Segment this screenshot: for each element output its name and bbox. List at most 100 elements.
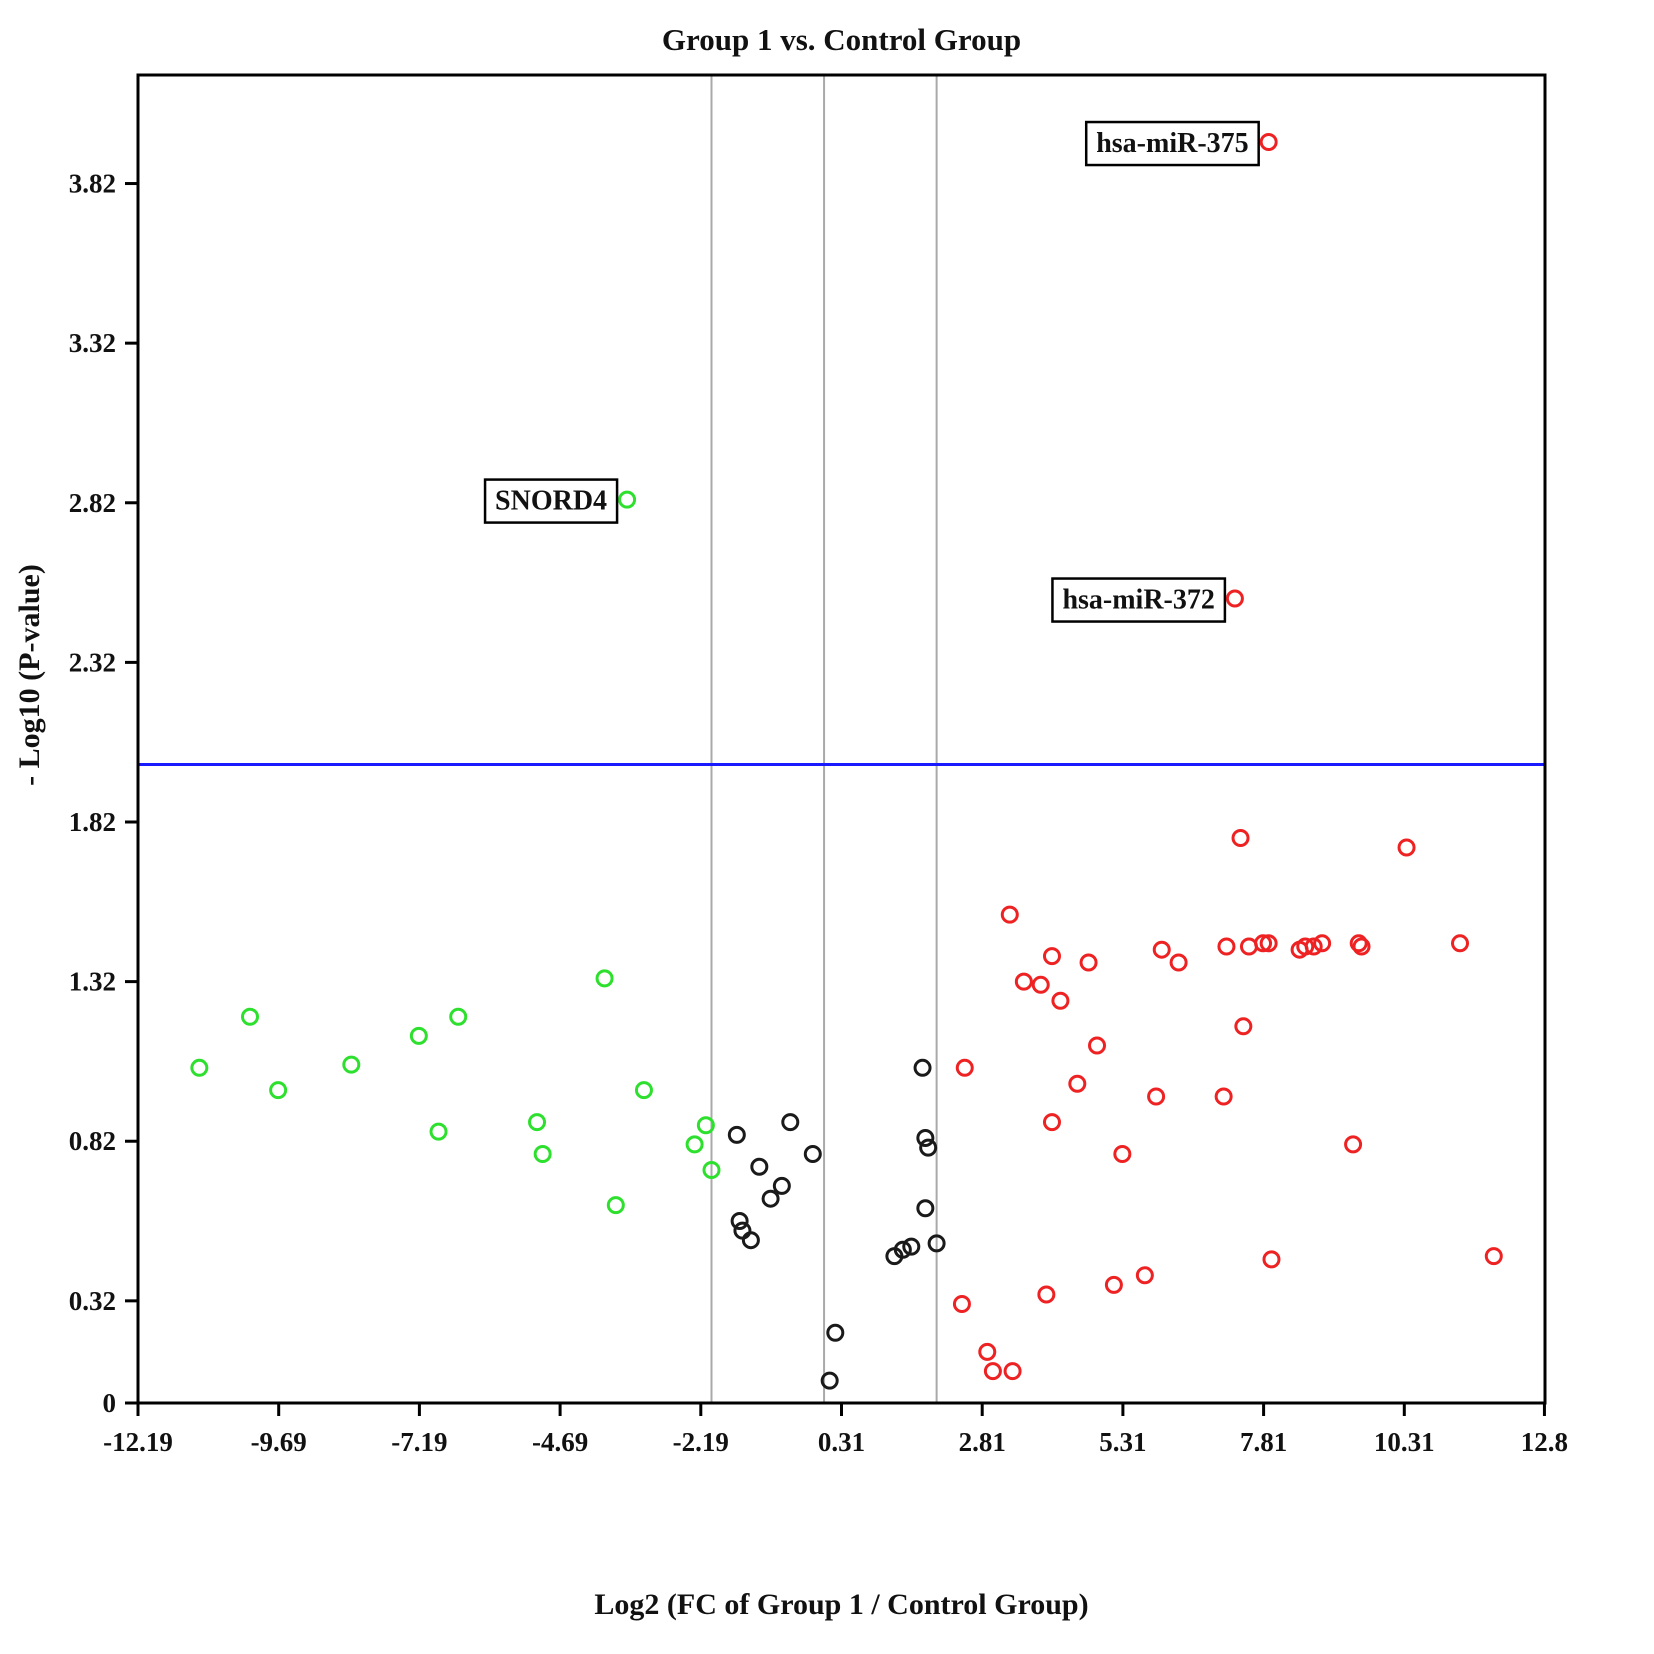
y-tick-label: 1.82	[69, 807, 116, 837]
upregulated-point	[1000, 905, 1019, 924]
upregulated-point	[1262, 1250, 1281, 1269]
upregulated-point	[1217, 937, 1236, 956]
upregulated-point	[1239, 937, 1258, 956]
upregulated-point	[1304, 937, 1323, 956]
y-tick-label: 0.82	[69, 1126, 116, 1156]
upregulated-point	[952, 1295, 971, 1314]
y-tick-label: 3.32	[69, 328, 116, 358]
upregulated-point	[1051, 991, 1070, 1010]
x-tick-label: 7.81	[1240, 1427, 1287, 1457]
not-significant-point	[803, 1145, 822, 1163]
not-significant-point	[727, 1125, 746, 1144]
not-significant-point	[893, 1240, 912, 1259]
x-tick-label: 0.31	[818, 1427, 865, 1457]
not-significant-point	[902, 1237, 921, 1256]
annotation-box	[1084, 120, 1260, 167]
upregulated-point	[955, 1058, 974, 1077]
chart-title: Group 1 vs. Control Group	[661, 22, 1022, 57]
upregulated-point	[983, 1362, 1002, 1381]
y-tick-label: 2.82	[69, 488, 116, 518]
downregulated-point	[528, 1113, 547, 1132]
upregulated-point	[1349, 934, 1368, 953]
upregulated-point	[1135, 1266, 1154, 1285]
upregulated-point	[978, 1342, 997, 1361]
downregulated-point	[696, 1116, 715, 1135]
upregulated-point	[1296, 937, 1315, 956]
downregulated-point	[634, 1081, 653, 1100]
not-significant-point	[913, 1058, 932, 1077]
downregulated-point	[342, 1055, 361, 1074]
downregulated-point	[190, 1058, 209, 1077]
downregulated-point	[702, 1160, 721, 1179]
x-tick-label: -2.19	[673, 1427, 729, 1457]
x-tick-label: -9.69	[251, 1427, 307, 1457]
not-significant-point	[919, 1138, 938, 1157]
annotation-box	[483, 478, 619, 524]
upregulated-point	[1169, 953, 1188, 972]
annotation-label: hsa-miR-375	[1096, 128, 1248, 159]
upregulated-point	[1042, 947, 1061, 966]
not-significant-point	[826, 1323, 845, 1342]
not-significant-point	[927, 1234, 946, 1253]
annotation-box	[1051, 577, 1227, 623]
upregulated-point	[1451, 934, 1470, 953]
upregulated-point	[1313, 934, 1332, 953]
upregulated-point	[1042, 1113, 1061, 1132]
upregulated-point	[1484, 1247, 1503, 1266]
not-significant-point	[741, 1231, 760, 1250]
upregulated-point	[1079, 953, 1098, 972]
x-tick-label: 2.81	[959, 1427, 1006, 1457]
downregulated-point	[449, 1007, 468, 1026]
y-tick-label: 2.32	[69, 647, 116, 677]
x-tick-label: 10.31	[1374, 1427, 1435, 1457]
upregulated-point	[1231, 828, 1250, 847]
downregulated-point	[240, 1007, 259, 1026]
downregulated-point	[685, 1135, 704, 1154]
upregulated-point	[1352, 937, 1371, 956]
upregulated-point	[1037, 1285, 1056, 1304]
x-axis-label: Log2 (FC of Group 1 / Control Group)	[594, 1588, 1089, 1621]
upregulated-point	[1014, 972, 1033, 991]
annotation-label: SNORD4	[495, 486, 607, 517]
upregulated-point	[1254, 934, 1273, 953]
upregulated-point	[1234, 1017, 1253, 1036]
downregulated-point	[618, 490, 637, 509]
not-significant-point	[781, 1113, 800, 1132]
y-tick-label: 0.32	[69, 1286, 116, 1316]
downregulated-point	[409, 1026, 428, 1045]
not-significant-point	[820, 1371, 839, 1390]
downregulated-point	[533, 1145, 552, 1163]
downregulated-point	[606, 1196, 625, 1215]
annotation-label: hsa-miR-372	[1062, 585, 1214, 616]
not-significant-point	[733, 1221, 752, 1240]
not-significant-point	[916, 1199, 935, 1218]
upregulated-point	[1259, 934, 1278, 953]
not-significant-point	[730, 1212, 749, 1231]
upregulated-point	[1003, 1362, 1022, 1381]
upregulated-point	[1031, 975, 1050, 994]
not-significant-point	[750, 1157, 769, 1176]
plot-border	[136, 73, 1547, 1405]
downregulated-point	[429, 1122, 448, 1141]
y-tick-label: 1.32	[69, 967, 116, 997]
x-tick-label: -7.19	[391, 1427, 447, 1457]
upregulated-point	[1068, 1074, 1087, 1093]
downregulated-point	[269, 1081, 288, 1100]
not-significant-point	[916, 1129, 935, 1148]
upregulated-point	[1152, 940, 1171, 959]
upregulated-point	[1147, 1087, 1166, 1106]
not-significant-point	[772, 1176, 791, 1195]
x-tick-label: -12.19	[103, 1427, 173, 1457]
upregulated-point	[1397, 838, 1416, 857]
upregulated-point	[1088, 1036, 1107, 1055]
upregulated-point	[1214, 1087, 1233, 1106]
downregulated-point	[595, 969, 614, 988]
upregulated-point	[1104, 1275, 1123, 1294]
x-tick-label: 5.31	[1099, 1427, 1146, 1457]
upregulated-point	[1259, 133, 1278, 152]
y-tick-label: 3.82	[69, 169, 116, 199]
y-tick-label: 0	[103, 1388, 117, 1418]
not-significant-point	[761, 1189, 780, 1208]
